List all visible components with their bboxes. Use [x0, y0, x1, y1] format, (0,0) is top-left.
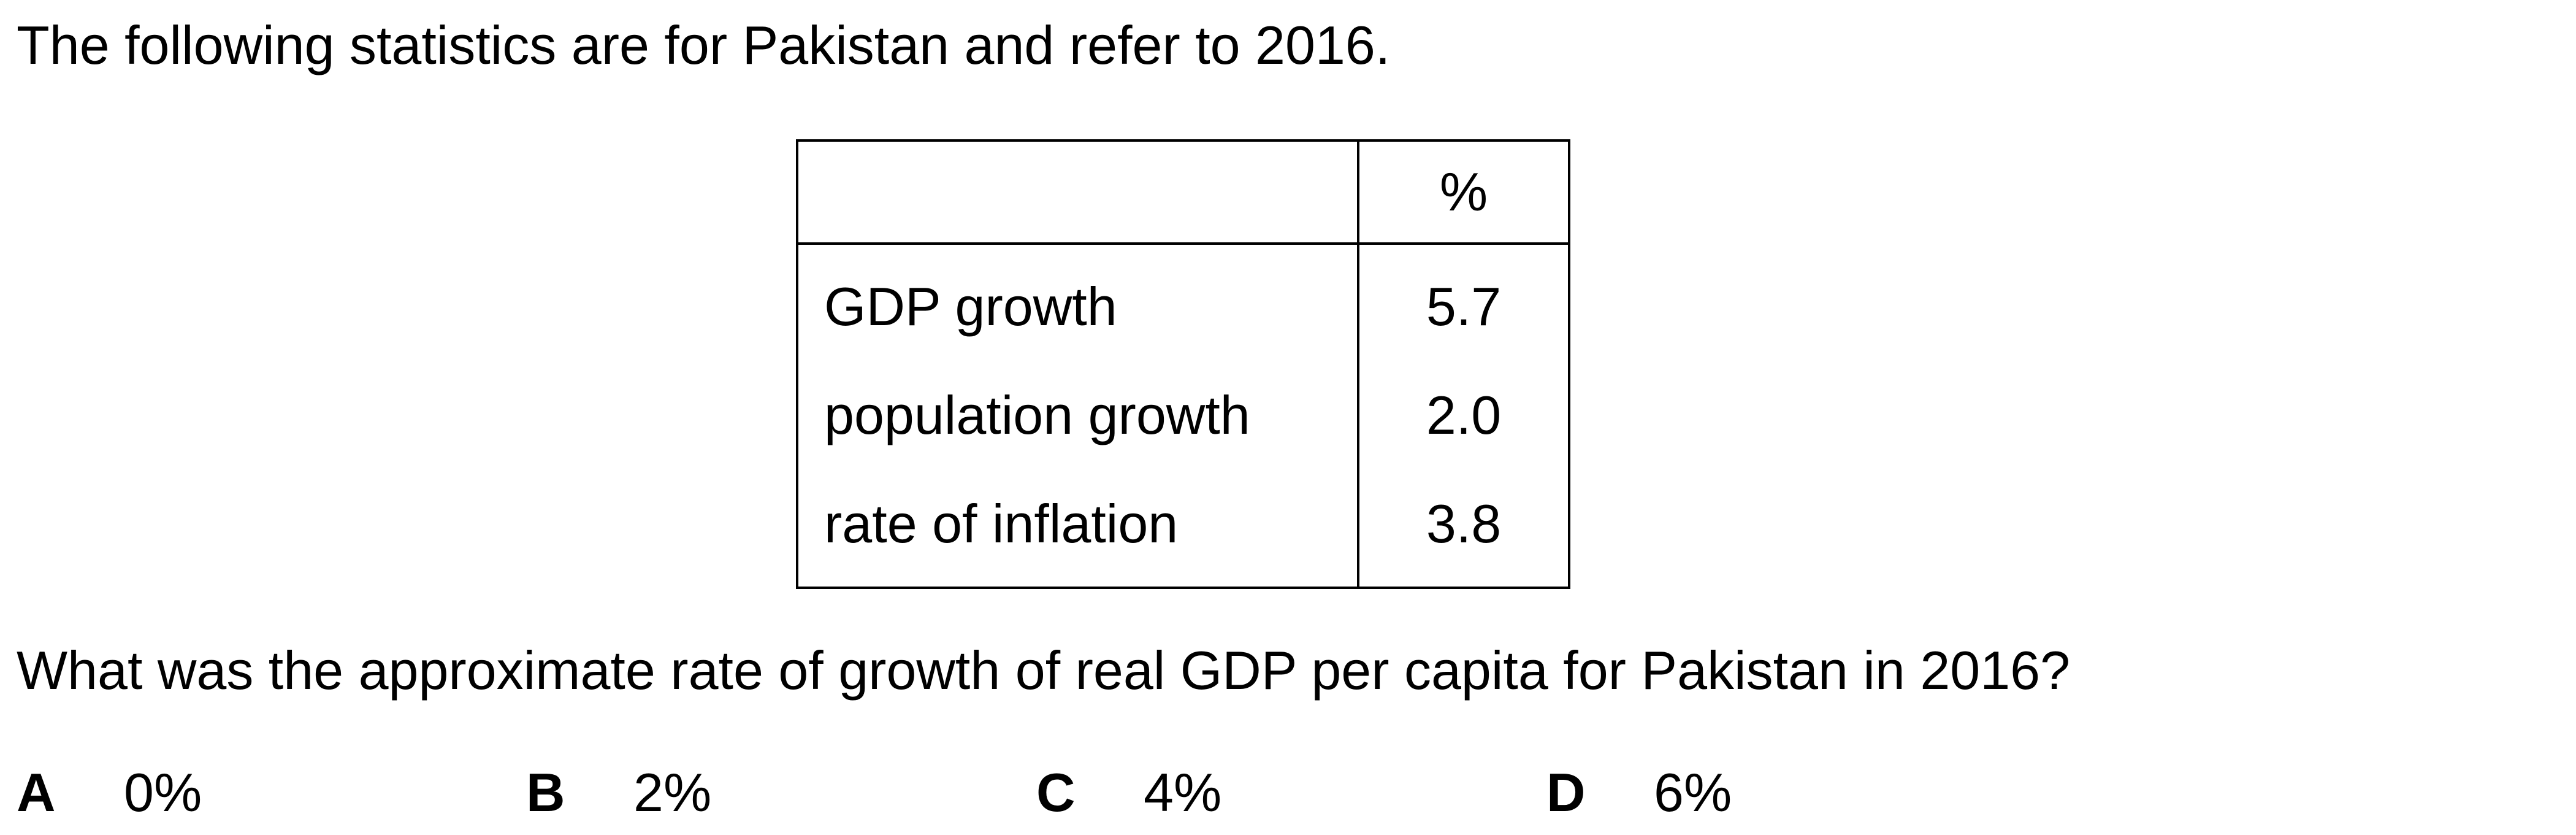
row-value-population-growth: 2.0	[1357, 361, 1570, 469]
option-a-letter: A	[17, 762, 56, 823]
header-unit-cell: %	[1357, 139, 1570, 245]
option-c-text: 4%	[1144, 762, 1222, 823]
option-b-letter: B	[526, 762, 565, 823]
option-d[interactable]: D 6%	[1546, 756, 1732, 829]
header-label-cell	[796, 139, 1359, 245]
option-c-letter: C	[1036, 762, 1076, 823]
row-value-gdp-growth: 5.7	[1357, 244, 1570, 361]
option-a-text: 0%	[124, 762, 202, 823]
intro-text: The following statistics are for Pakista…	[17, 15, 1391, 75]
option-b[interactable]: B 2%	[526, 756, 711, 829]
option-d-text: 6%	[1654, 762, 1732, 823]
option-c[interactable]: C 4%	[1036, 756, 1221, 829]
table-row: GDP growth 5.7	[796, 244, 1570, 361]
row-label-inflation: rate of inflation	[796, 469, 1359, 589]
row-value-inflation: 3.8	[1357, 469, 1570, 589]
table-row: population growth 2.0	[796, 361, 1570, 469]
option-a[interactable]: A 0%	[17, 756, 202, 829]
option-d-letter: D	[1546, 762, 1586, 823]
table-header-row: %	[796, 139, 1570, 245]
row-label-gdp-growth: GDP growth	[796, 244, 1359, 361]
row-label-population-growth: population growth	[796, 361, 1359, 469]
table-row: rate of inflation 3.8	[796, 469, 1570, 589]
statistics-table: % GDP growth 5.7 population growth 2.0 r…	[796, 139, 1570, 589]
question-text: What was the approximate rate of growth …	[17, 640, 2071, 701]
option-b-text: 2%	[633, 762, 712, 823]
